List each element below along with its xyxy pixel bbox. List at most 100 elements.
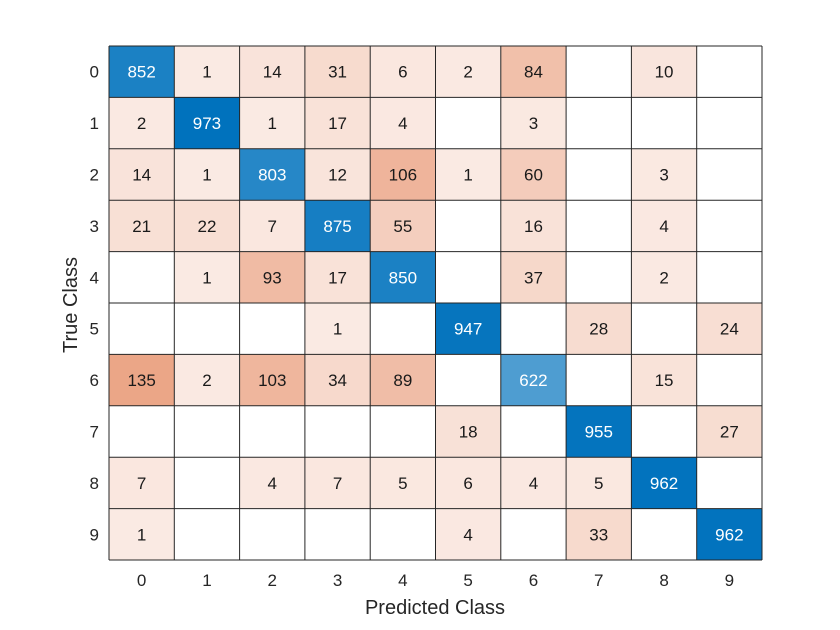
cell-value-5-3: 1 bbox=[333, 320, 342, 339]
cell-2-2 bbox=[239, 148, 305, 201]
y-tick-5: 5 bbox=[90, 320, 99, 339]
cell-7-9 bbox=[696, 405, 762, 458]
cell-value-4-1: 1 bbox=[202, 268, 211, 287]
cell-value-6-0: 135 bbox=[127, 371, 155, 390]
cell-4-4 bbox=[370, 251, 436, 303]
cell-6-4 bbox=[370, 354, 436, 406]
x-tick-8: 8 bbox=[659, 571, 668, 590]
cell-1-4 bbox=[370, 97, 436, 149]
cell-2-6 bbox=[500, 148, 567, 201]
cell-value-9-7: 33 bbox=[589, 525, 608, 544]
cell-6-8 bbox=[631, 354, 697, 406]
cell-value-4-8: 2 bbox=[659, 268, 668, 287]
cell-6-3 bbox=[304, 354, 371, 406]
x-tick-labels: 0 1 2 3 4 5 6 7 8 9 bbox=[137, 571, 734, 590]
cell-1-2 bbox=[239, 97, 305, 149]
cell-value-0-0: 852 bbox=[127, 63, 155, 82]
x-tick-6: 6 bbox=[529, 571, 538, 590]
cell-0-0 bbox=[109, 46, 175, 98]
cell-value-7-9: 27 bbox=[720, 423, 739, 442]
cell-value-1-4: 4 bbox=[398, 114, 407, 133]
cell-value-0-4: 6 bbox=[398, 63, 407, 82]
cell-1-3 bbox=[304, 97, 371, 149]
cell-4-2 bbox=[239, 251, 305, 303]
cell-value-0-3: 31 bbox=[328, 63, 347, 82]
x-tick-9: 9 bbox=[725, 571, 734, 590]
y-tick-1: 1 bbox=[90, 114, 99, 133]
cell-value-8-4: 5 bbox=[398, 474, 407, 493]
cell-value-8-7: 5 bbox=[594, 474, 603, 493]
cell-value-2-0: 14 bbox=[132, 166, 151, 185]
cell-value-2-6: 60 bbox=[524, 166, 543, 185]
cell-value-6-4: 89 bbox=[393, 371, 412, 390]
cell-value-0-8: 10 bbox=[655, 63, 674, 82]
y-tick-9: 9 bbox=[90, 525, 99, 544]
x-tick-3: 3 bbox=[333, 571, 342, 590]
cell-2-4 bbox=[370, 148, 436, 201]
cell-7-7 bbox=[566, 405, 632, 458]
cell-value-1-2: 1 bbox=[268, 114, 277, 133]
cell-3-6 bbox=[500, 200, 567, 252]
y-axis-label: True Class bbox=[60, 257, 82, 353]
cell-5-5 bbox=[435, 303, 501, 355]
cell-value-8-2: 4 bbox=[268, 474, 277, 493]
cell-value-4-4: 850 bbox=[389, 268, 417, 287]
cell-3-3 bbox=[304, 200, 371, 252]
x-tick-7: 7 bbox=[594, 571, 603, 590]
cell-1-6 bbox=[500, 97, 567, 149]
cell-value-3-3: 875 bbox=[323, 217, 351, 236]
cell-2-5 bbox=[435, 148, 501, 201]
x-tick-0: 0 bbox=[137, 571, 146, 590]
cell-1-1 bbox=[174, 97, 240, 149]
cell-0-5 bbox=[435, 46, 501, 98]
cell-9-9 bbox=[696, 508, 762, 560]
cell-value-7-5: 18 bbox=[459, 423, 478, 442]
y-tick-4: 4 bbox=[90, 268, 99, 287]
cell-8-8 bbox=[631, 457, 697, 509]
cell-2-1 bbox=[174, 148, 240, 201]
cell-9-0 bbox=[109, 508, 175, 560]
cell-3-2 bbox=[239, 200, 305, 252]
x-tick-5: 5 bbox=[463, 571, 472, 590]
x-tick-1: 1 bbox=[202, 571, 211, 590]
cell-value-0-6: 84 bbox=[524, 63, 543, 82]
cell-value-5-5: 947 bbox=[454, 320, 482, 339]
cell-value-6-6: 622 bbox=[519, 371, 547, 390]
y-tick-0: 0 bbox=[90, 63, 99, 82]
cell-0-1 bbox=[174, 46, 240, 98]
matrix-cells: 852 1 14 31 6 2 84 102 973 1 17 4 314 1 803 12 106 1 60 321… bbox=[109, 46, 762, 560]
cell-2-8 bbox=[631, 148, 697, 201]
cell-value-3-8: 4 bbox=[659, 217, 668, 236]
cell-8-6 bbox=[500, 457, 567, 509]
cell-value-2-5: 1 bbox=[463, 166, 472, 185]
cell-value-3-1: 22 bbox=[197, 217, 216, 236]
cell-value-3-6: 16 bbox=[524, 217, 543, 236]
cell-value-8-5: 6 bbox=[463, 474, 472, 493]
cell-8-2 bbox=[239, 457, 305, 509]
cell-value-8-6: 4 bbox=[529, 474, 538, 493]
cell-value-2-2: 803 bbox=[258, 166, 286, 185]
cell-3-1 bbox=[174, 200, 240, 252]
cell-value-9-5: 4 bbox=[463, 525, 472, 544]
cell-8-3 bbox=[304, 457, 371, 509]
cell-8-4 bbox=[370, 457, 436, 509]
cell-value-1-0: 2 bbox=[137, 114, 146, 133]
cell-5-3 bbox=[304, 303, 371, 355]
cell-value-6-1: 2 bbox=[202, 371, 211, 390]
cell-3-8 bbox=[631, 200, 697, 252]
y-tick-3: 3 bbox=[90, 217, 99, 236]
cell-value-0-2: 14 bbox=[263, 63, 282, 82]
cell-value-2-3: 12 bbox=[328, 166, 347, 185]
cell-value-5-9: 24 bbox=[720, 320, 739, 339]
cell-value-3-0: 21 bbox=[132, 217, 151, 236]
cell-value-1-6: 3 bbox=[529, 114, 538, 133]
cell-value-4-6: 37 bbox=[524, 268, 543, 287]
cell-0-8 bbox=[631, 46, 697, 98]
cell-value-0-1: 1 bbox=[202, 63, 211, 82]
cell-value-6-2: 103 bbox=[258, 371, 286, 390]
cell-6-6 bbox=[500, 354, 567, 406]
cell-value-9-0: 1 bbox=[137, 525, 146, 544]
cell-9-7 bbox=[566, 508, 632, 560]
x-tick-2: 2 bbox=[268, 571, 277, 590]
